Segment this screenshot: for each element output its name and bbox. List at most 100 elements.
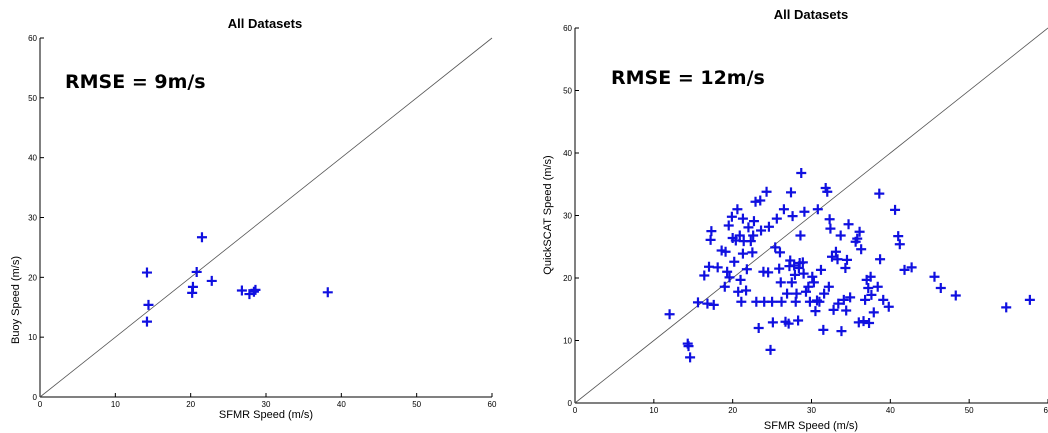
x-tick-label: 0: [573, 406, 578, 415]
y-axis-label: Buoy Speed (m/s): [10, 256, 22, 344]
data-point: [950, 290, 961, 301]
data-point: [685, 352, 696, 363]
data-point: [812, 295, 823, 306]
data-point: [712, 262, 723, 273]
y-tick-label: 60: [563, 24, 572, 33]
data-point: [786, 277, 797, 288]
data-point: [899, 264, 910, 275]
data-point: [322, 287, 333, 298]
data-point: [734, 230, 745, 241]
data-point: [782, 288, 793, 299]
data-point: [832, 254, 843, 265]
data-point: [720, 246, 731, 257]
data-point: [858, 316, 869, 327]
data-point: [763, 267, 774, 278]
x-tick-label: 0: [38, 400, 43, 409]
data-point: [793, 315, 804, 326]
data-point: [798, 268, 809, 279]
data-point: [893, 231, 904, 242]
data-point: [724, 272, 735, 283]
y-tick-label: 0: [33, 393, 38, 402]
y-tick-label: 60: [28, 34, 37, 43]
data-point: [775, 277, 786, 288]
data-point: [860, 294, 871, 305]
data-point: [814, 296, 825, 307]
data-point: [702, 298, 713, 309]
x-tick-label: 20: [186, 400, 195, 409]
data-point: [906, 262, 917, 273]
data-point: [683, 341, 694, 352]
x-tick-label: 40: [337, 400, 346, 409]
data-point: [774, 263, 785, 274]
data-point: [872, 281, 883, 292]
x-tick-label: 60: [1044, 406, 1048, 415]
data-point: [800, 286, 811, 297]
y-tick-label: 40: [28, 154, 37, 163]
data-point: [704, 261, 715, 272]
data-point: [719, 281, 730, 292]
data-point: [206, 275, 217, 286]
y-tick-label: 10: [28, 333, 37, 342]
data-point: [878, 294, 889, 305]
data-point: [761, 186, 772, 197]
data-point: [841, 305, 852, 316]
rmse-annotation: RMSE = 12m/s: [611, 67, 765, 89]
y-tick-label: 10: [563, 337, 572, 346]
x-axis-label: SFMR Speed (m/s): [764, 420, 858, 432]
data-point: [1024, 294, 1035, 305]
data-point: [722, 266, 733, 277]
data-point: [706, 226, 717, 237]
data-point: [787, 211, 798, 222]
x-tick-label: 30: [807, 406, 816, 415]
data-point: [835, 230, 846, 241]
data-point: [818, 324, 829, 335]
data-point: [815, 264, 826, 275]
y-tick-label: 0: [568, 399, 573, 408]
data-point: [774, 247, 785, 258]
data-point: [803, 281, 814, 292]
data-point: [894, 239, 905, 250]
data-point: [748, 230, 759, 241]
data-point: [808, 277, 819, 288]
data-point: [797, 257, 808, 268]
data-point: [791, 288, 802, 299]
data-point: [250, 284, 261, 295]
data-point: [191, 266, 202, 277]
data-point: [845, 292, 856, 303]
x-tick-label: 50: [965, 406, 974, 415]
y-tick-label: 30: [563, 212, 572, 221]
data-point: [812, 204, 823, 215]
data-point: [825, 223, 836, 234]
data-point: [865, 271, 876, 282]
data-point: [756, 225, 767, 236]
data-point: [737, 213, 748, 224]
data-point: [664, 309, 675, 320]
x-tick-label: 20: [728, 406, 737, 415]
data-point: [843, 219, 854, 230]
data-point: [770, 242, 781, 253]
data-point: [141, 316, 152, 327]
data-point: [799, 206, 810, 217]
y-tick-label: 50: [563, 87, 572, 96]
data-point: [778, 204, 789, 215]
one-to-one-line: [574, 27, 1048, 404]
chart-title: All Datasets: [228, 16, 302, 31]
data-point: [929, 271, 940, 282]
x-tick-label: 40: [886, 406, 895, 415]
data-point: [796, 168, 807, 178]
data-point: [692, 297, 703, 308]
data-point: [841, 254, 852, 265]
y-axis-label: QuickSCAT Speed (m/s): [542, 155, 554, 274]
data-point: [935, 283, 946, 293]
data-point: [736, 296, 747, 307]
data-point: [807, 271, 818, 282]
data-point: [737, 248, 748, 259]
data-point: [852, 233, 863, 244]
data-point: [883, 301, 894, 312]
data-point: [833, 298, 844, 309]
data-point: [732, 204, 743, 215]
y-tick-label: 50: [28, 94, 37, 103]
